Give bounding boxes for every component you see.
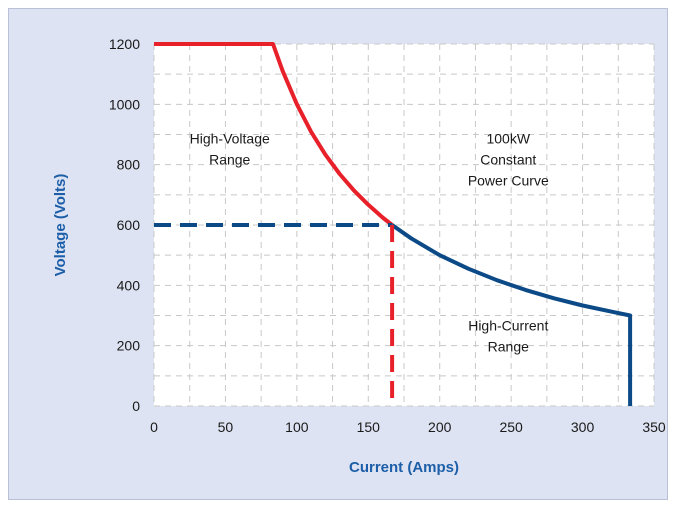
x-tick-label: 50	[218, 419, 234, 435]
y-tick-label: 600	[117, 217, 141, 233]
voltage-current-chart: 0 50 100 150 200 250 300 350 0 200 400 600 800 1000 1…	[52, 36, 666, 476]
y-tick-label: 1000	[109, 96, 140, 112]
series-line-1	[390, 223, 633, 406]
x-tick-label: 0	[150, 419, 158, 435]
annotation-text: 100kW Constant Power Curve	[468, 131, 549, 189]
annotations: High-Voltage Range 100kW Constant Power Curv…	[190, 131, 549, 355]
x-tick-label: 250	[499, 419, 523, 435]
y-tick-labels: 0 200 400 600 800 1000 1200	[109, 36, 140, 414]
x-tick-label: 100	[285, 419, 309, 435]
x-tick-label: 300	[571, 419, 595, 435]
x-tick-label: 350	[642, 419, 666, 435]
x-axis-title: Current (Amps)	[349, 459, 459, 476]
annotation-text: High-Voltage Range	[190, 131, 270, 168]
y-tick-label: 200	[117, 338, 141, 354]
y-tick-label: 800	[117, 157, 141, 173]
grid-lines	[153, 43, 655, 407]
y-tick-label: 400	[117, 277, 141, 293]
y-tick-label: 0	[132, 398, 140, 414]
chart-frame: 0 50 100 150 200 250 300 350 0 200 400 600 800 1000 1…	[8, 8, 668, 500]
annotation-text: High-Current Range	[468, 318, 548, 355]
y-tick-label: 1200	[109, 36, 140, 52]
x-tick-label: 150	[357, 419, 381, 435]
x-tick-label: 200	[428, 419, 452, 435]
y-axis-title: Voltage (Volts)	[52, 174, 69, 277]
series-layer	[154, 42, 633, 406]
series-line-0	[154, 42, 394, 227]
x-tick-labels: 0 50 100 150 200 250 300 350	[150, 419, 666, 435]
